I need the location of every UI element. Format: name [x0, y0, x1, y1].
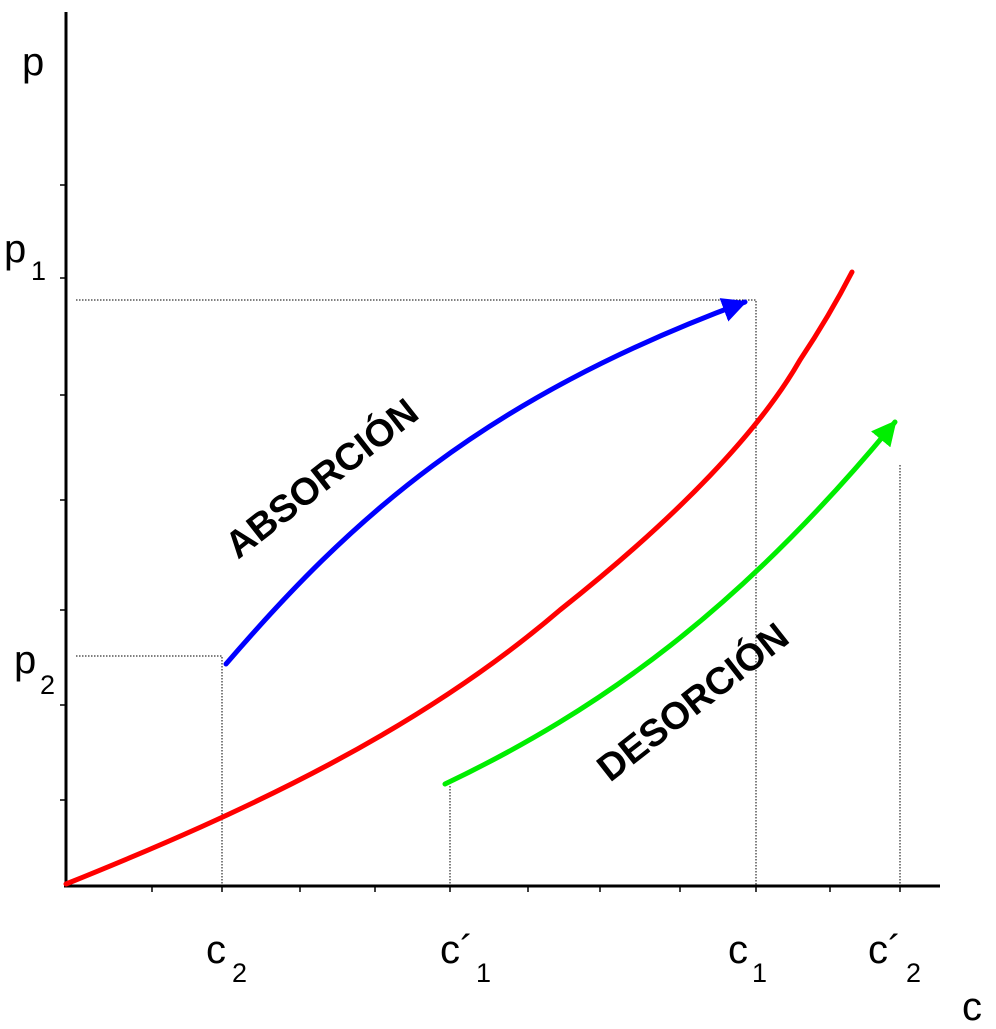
- y-tick-p1-main: p: [4, 227, 26, 271]
- x-tick-c1-prime-main: c´: [440, 928, 473, 972]
- x-tick-c2-prime-main: c´: [868, 928, 901, 972]
- x-axis-label: c: [962, 985, 982, 1029]
- desorption-label: DESORCIÓN: [588, 614, 796, 790]
- y-tick-p2: p 2: [14, 638, 55, 700]
- x-tick-c2: c 2: [206, 928, 247, 988]
- x-tick-c2-main: c: [206, 928, 226, 972]
- x-axis-minor-ticks: [151, 886, 901, 892]
- x-tick-c1-prime: c´ 1: [440, 928, 491, 988]
- absorption-arrow: [223, 298, 748, 667]
- y-axis-minor-ticks: [60, 184, 66, 801]
- x-tick-c1: c 1: [728, 928, 767, 988]
- x-tick-c2-sub: 2: [232, 958, 247, 988]
- x-tick-c1-prime-sub: 1: [476, 958, 491, 988]
- x-tick-c1-main: c: [728, 928, 748, 972]
- x-tick-c2-prime: c´ 2: [868, 928, 921, 988]
- guide-p2-c2: [76, 655, 223, 886]
- y-axis-label: p: [22, 40, 44, 84]
- equilibrium-curve: [63, 269, 855, 887]
- desorption-arrow: [442, 419, 898, 787]
- y-tick-p2-sub: 2: [40, 670, 55, 700]
- guide-p1-c1: [76, 299, 757, 886]
- y-tick-p1: p 1: [4, 227, 46, 286]
- y-tick-p1-sub: 1: [31, 256, 46, 286]
- x-tick-c1-sub: 1: [752, 958, 767, 988]
- y-tick-p2-main: p: [14, 638, 36, 682]
- absorption-label: ABSORCIÓN: [216, 389, 426, 567]
- x-tick-c2-prime-sub: 2: [906, 958, 921, 988]
